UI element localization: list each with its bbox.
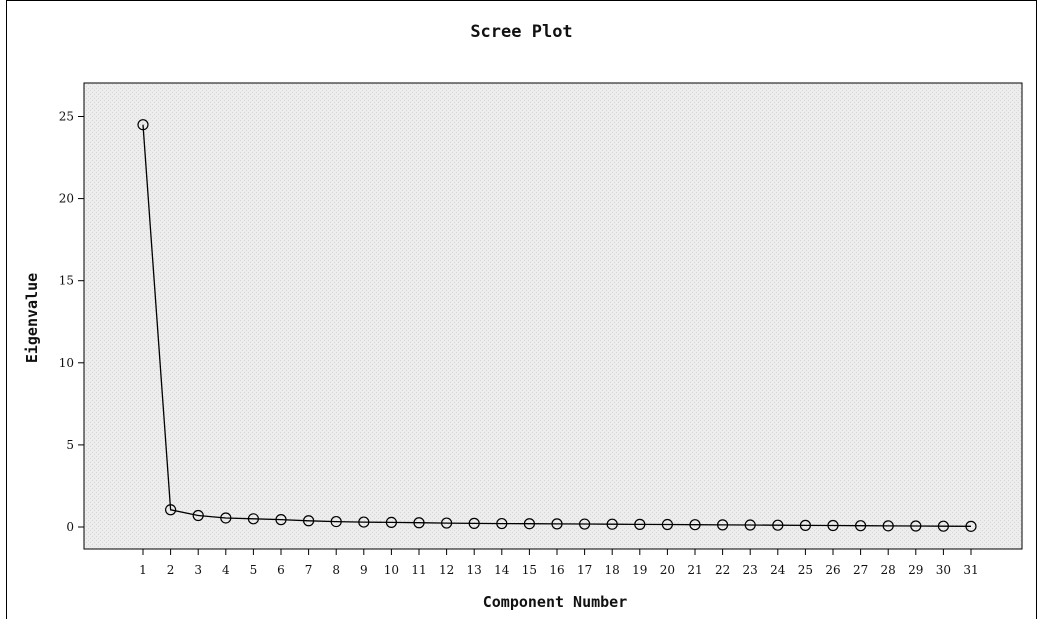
data-point <box>496 517 508 530</box>
data-point <box>689 519 701 531</box>
data-point <box>441 517 453 529</box>
data-point <box>827 519 839 532</box>
x-tick-label: 18 <box>605 563 620 577</box>
x-tick-label: 23 <box>743 563 758 577</box>
data-point <box>716 519 729 531</box>
y-tick-label: 10 <box>59 356 74 370</box>
x-tick-label: 16 <box>549 563 564 577</box>
x-tick-label: 9 <box>360 563 368 577</box>
data-point <box>523 518 536 530</box>
x-tick-label: 25 <box>798 563 813 577</box>
x-tick-label: 31 <box>963 563 978 577</box>
x-tick-label: 6 <box>277 563 285 577</box>
data-point <box>165 504 177 516</box>
x-tick-label: 3 <box>194 563 202 577</box>
data-point <box>551 518 563 530</box>
y-tick-label: 20 <box>59 192 74 206</box>
data-point <box>275 514 287 526</box>
x-tick-label: 20 <box>660 563 675 577</box>
eigenvalue-line <box>142 124 972 527</box>
x-tick-label: 29 <box>908 563 923 577</box>
x-tick-label: 5 <box>250 563 258 577</box>
x-tick-label: 19 <box>632 563 647 577</box>
plot-area <box>83 82 1023 550</box>
data-point <box>606 518 618 530</box>
x-tick-label: 24 <box>770 563 786 577</box>
x-tick-label: 11 <box>411 563 426 577</box>
data-point <box>799 519 812 531</box>
x-tick-label: 17 <box>577 563 592 577</box>
data-point <box>303 515 315 527</box>
data-point <box>468 517 480 529</box>
x-tick-label: 30 <box>936 563 951 577</box>
x-tick-label: 4 <box>222 563 230 577</box>
x-tick-label: 13 <box>467 563 482 577</box>
data-point <box>965 520 977 532</box>
chart-title: Scree Plot <box>470 22 573 42</box>
data-points <box>137 119 977 532</box>
data-point <box>358 516 370 528</box>
data-point <box>854 520 867 532</box>
x-tick-label: 7 <box>305 563 313 577</box>
y-tick-label: 5 <box>66 438 74 452</box>
x-tick-label: 10 <box>384 563 399 577</box>
data-point <box>330 515 342 528</box>
x-tick-label: 14 <box>494 563 510 577</box>
x-tick-label: 22 <box>715 563 730 577</box>
y-tick-label: 0 <box>66 520 74 534</box>
x-tick-label: 12 <box>439 563 454 577</box>
data-point <box>937 520 950 532</box>
x-tick-label: 8 <box>332 563 340 577</box>
data-point <box>413 517 425 529</box>
data-point <box>910 520 922 532</box>
data-point <box>220 512 232 524</box>
x-tick-label: 26 <box>825 563 840 577</box>
x-tick-label: 15 <box>522 563 537 577</box>
data-point <box>882 520 894 532</box>
x-axis: 1 2 3 4 5 6 7 8 9 10 11 12 13 14 15 16 17 18 19 20 21 22 23 24 2… <box>139 549 979 577</box>
data-point <box>192 509 204 522</box>
data-point <box>772 519 784 531</box>
data-point <box>661 518 674 531</box>
data-point <box>385 516 397 529</box>
x-tick-label: 21 <box>687 563 702 577</box>
data-point <box>634 518 646 530</box>
y-tick-label: 15 <box>59 274 74 288</box>
data-point <box>578 518 591 530</box>
x-tick-label: 1 <box>139 563 147 577</box>
data-point <box>137 119 149 131</box>
y-axis-label: Eigenvalue <box>23 273 41 363</box>
x-tick-label: 2 <box>167 563 175 577</box>
x-tick-label: 27 <box>853 563 868 577</box>
x-tick-label: 28 <box>881 563 896 577</box>
y-tick-label: 25 <box>59 110 74 124</box>
data-point <box>247 513 259 525</box>
x-axis-label: Component Number <box>483 593 628 611</box>
y-axis: 0 5 10 15 20 25 <box>59 110 84 534</box>
data-point <box>744 519 756 531</box>
